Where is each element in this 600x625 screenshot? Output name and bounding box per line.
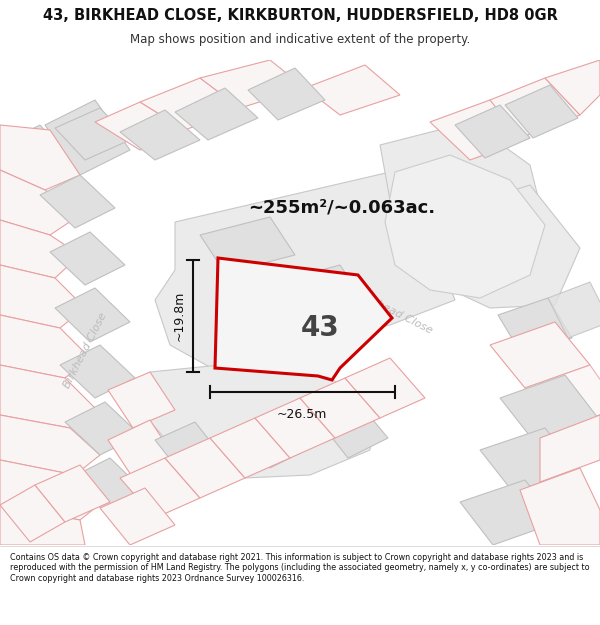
Polygon shape bbox=[0, 265, 85, 328]
Polygon shape bbox=[140, 358, 375, 478]
Polygon shape bbox=[0, 505, 85, 545]
Polygon shape bbox=[318, 402, 388, 458]
Polygon shape bbox=[0, 315, 90, 378]
Polygon shape bbox=[108, 372, 175, 428]
Polygon shape bbox=[200, 217, 295, 273]
Polygon shape bbox=[525, 365, 600, 430]
Polygon shape bbox=[155, 172, 455, 370]
Text: Birkhead Close: Birkhead Close bbox=[62, 311, 109, 389]
Text: ~26.5m: ~26.5m bbox=[277, 408, 327, 421]
Polygon shape bbox=[385, 155, 545, 298]
Polygon shape bbox=[55, 108, 130, 160]
Polygon shape bbox=[285, 265, 360, 312]
Polygon shape bbox=[455, 105, 530, 158]
Polygon shape bbox=[255, 398, 335, 458]
Polygon shape bbox=[100, 488, 175, 545]
Polygon shape bbox=[140, 78, 240, 130]
Text: Contains OS data © Crown copyright and database right 2021. This information is : Contains OS data © Crown copyright and d… bbox=[10, 553, 590, 582]
Polygon shape bbox=[545, 60, 600, 115]
Polygon shape bbox=[345, 358, 425, 418]
Polygon shape bbox=[490, 322, 590, 388]
Text: ~19.8m: ~19.8m bbox=[173, 291, 185, 341]
Polygon shape bbox=[240, 412, 310, 468]
Polygon shape bbox=[430, 100, 530, 160]
Polygon shape bbox=[520, 468, 600, 545]
Polygon shape bbox=[505, 85, 578, 138]
Polygon shape bbox=[0, 220, 80, 278]
Polygon shape bbox=[0, 460, 105, 520]
Polygon shape bbox=[300, 378, 380, 438]
Polygon shape bbox=[430, 185, 580, 308]
Polygon shape bbox=[60, 345, 135, 398]
Polygon shape bbox=[120, 110, 200, 160]
Polygon shape bbox=[490, 78, 580, 138]
Polygon shape bbox=[155, 422, 225, 478]
Polygon shape bbox=[55, 288, 130, 342]
Polygon shape bbox=[0, 125, 80, 190]
Polygon shape bbox=[548, 282, 600, 338]
Polygon shape bbox=[65, 402, 140, 455]
Polygon shape bbox=[480, 428, 578, 492]
Polygon shape bbox=[175, 88, 258, 140]
Polygon shape bbox=[50, 232, 125, 285]
Polygon shape bbox=[70, 458, 145, 512]
Polygon shape bbox=[0, 365, 95, 428]
Text: 43: 43 bbox=[301, 314, 340, 342]
Polygon shape bbox=[380, 122, 540, 225]
Polygon shape bbox=[0, 485, 65, 542]
Polygon shape bbox=[460, 480, 558, 545]
Text: 43, BIRKHEAD CLOSE, KIRKBURTON, HUDDERSFIELD, HD8 0GR: 43, BIRKHEAD CLOSE, KIRKBURTON, HUDDERSF… bbox=[43, 9, 557, 24]
Polygon shape bbox=[108, 420, 175, 478]
Polygon shape bbox=[0, 170, 80, 235]
Polygon shape bbox=[165, 438, 245, 498]
Polygon shape bbox=[200, 60, 305, 108]
Polygon shape bbox=[45, 100, 130, 175]
Polygon shape bbox=[248, 68, 325, 120]
Polygon shape bbox=[0, 415, 100, 475]
Polygon shape bbox=[498, 298, 572, 355]
Text: Map shows position and indicative extent of the property.: Map shows position and indicative extent… bbox=[130, 34, 470, 46]
Polygon shape bbox=[500, 375, 598, 440]
Polygon shape bbox=[305, 65, 400, 115]
Polygon shape bbox=[210, 418, 290, 478]
Polygon shape bbox=[0, 125, 80, 190]
Polygon shape bbox=[40, 175, 115, 228]
Polygon shape bbox=[540, 415, 600, 482]
Text: Birkhead Close: Birkhead Close bbox=[356, 289, 434, 336]
Polygon shape bbox=[120, 458, 200, 518]
Polygon shape bbox=[35, 465, 110, 522]
Text: ~255m²/~0.063ac.: ~255m²/~0.063ac. bbox=[248, 199, 435, 217]
Polygon shape bbox=[215, 258, 392, 380]
Polygon shape bbox=[95, 102, 185, 150]
